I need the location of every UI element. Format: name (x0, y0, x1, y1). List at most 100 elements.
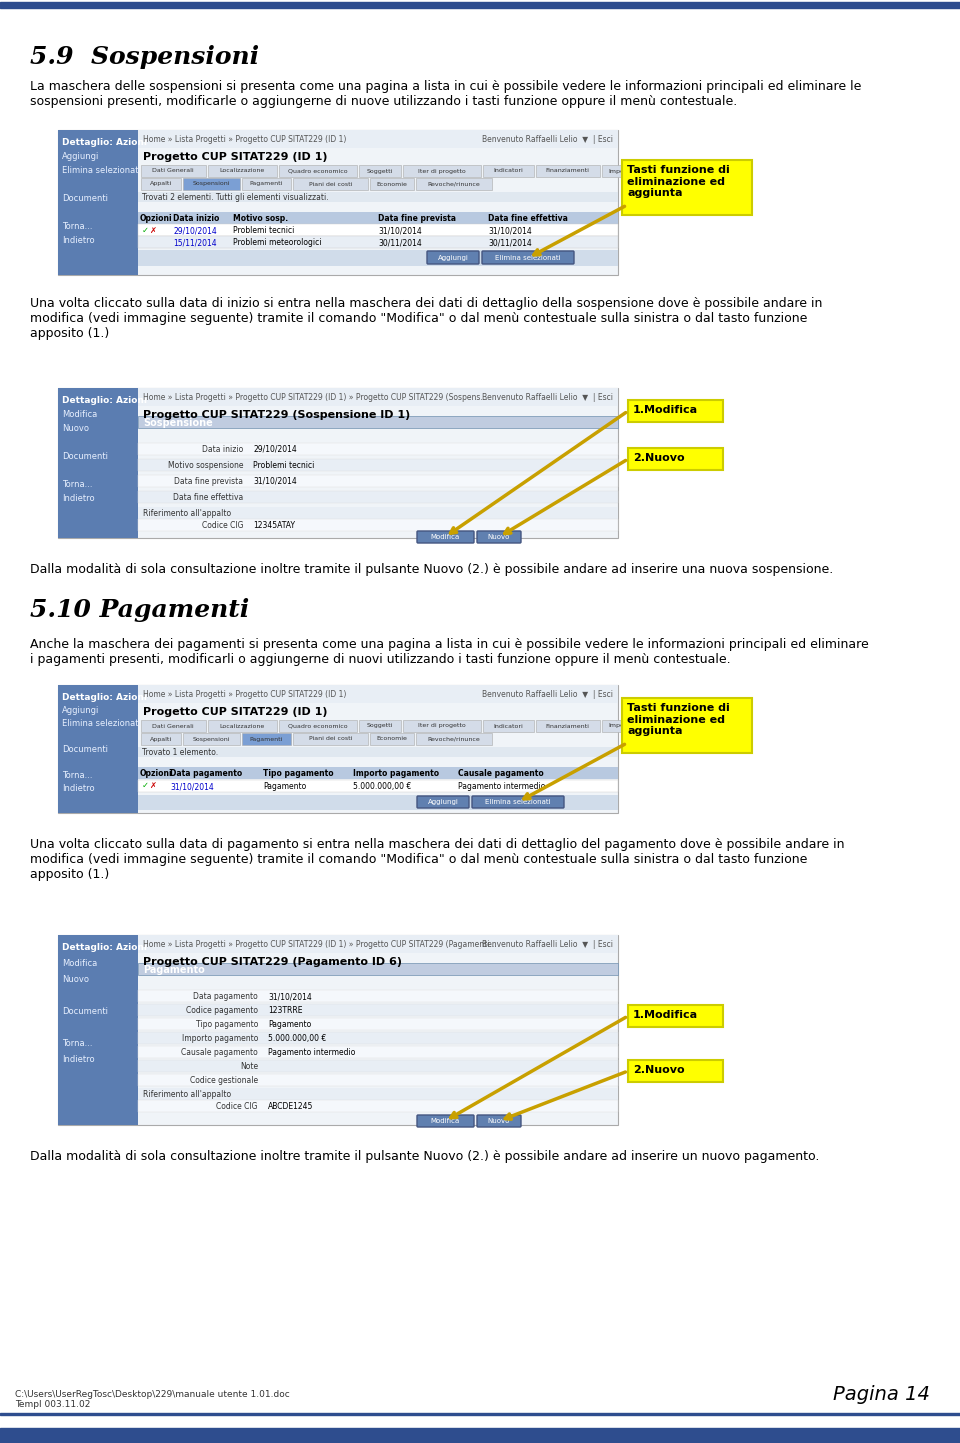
Bar (58, 935, 138, 1126)
Text: Torna...: Torna... (62, 1039, 92, 1048)
Bar (58, 685, 618, 812)
Text: Localizzazione: Localizzazione (220, 169, 265, 173)
Text: Riferimento all'appalto: Riferimento all'appalto (143, 509, 231, 518)
Bar (138, 443, 618, 455)
Text: Finanziamenti: Finanziamenti (546, 169, 589, 173)
Bar (278, 720, 356, 732)
Bar (402, 165, 481, 177)
Text: Torna...: Torna... (62, 481, 92, 489)
Bar (602, 720, 639, 732)
Text: Soggetti: Soggetti (367, 723, 393, 729)
Text: Data fine prevista: Data fine prevista (378, 214, 456, 224)
FancyBboxPatch shape (472, 797, 564, 808)
Bar (0, 1, 960, 9)
Text: 2.Nuovo: 2.Nuovo (633, 453, 684, 463)
Text: Importo pagamento: Importo pagamento (353, 769, 439, 778)
Text: Modifica: Modifica (62, 960, 97, 968)
Bar (628, 400, 723, 421)
Text: Progetto CUP SITAT229 (ID 1): Progetto CUP SITAT229 (ID 1) (143, 152, 327, 162)
Text: Indicatori: Indicatori (493, 723, 523, 729)
Bar (141, 177, 180, 190)
Text: Pagamenti: Pagamenti (250, 182, 283, 186)
Text: Nuovo: Nuovo (488, 534, 510, 540)
Text: Aggiungi: Aggiungi (438, 255, 468, 261)
Text: Opzioni: Opzioni (140, 214, 173, 224)
Text: Data inizio: Data inizio (202, 444, 243, 455)
Bar (138, 1088, 618, 1100)
Text: Data fine effettiva: Data fine effettiva (173, 494, 243, 502)
Text: Progetto CUP SITAT229 (ID 1): Progetto CUP SITAT229 (ID 1) (143, 707, 327, 717)
Text: ✗: ✗ (149, 781, 156, 789)
Text: 12345ATAY: 12345ATAY (253, 521, 295, 530)
FancyBboxPatch shape (417, 797, 469, 808)
Bar (138, 519, 618, 531)
Text: Localizzazione: Localizzazione (220, 723, 265, 729)
Text: Elimina selezionati: Elimina selezionati (62, 166, 141, 175)
Bar (141, 720, 205, 732)
Text: Benvenuto Raffaelli Lelio  ▼  | Esci: Benvenuto Raffaelli Lelio ▼ | Esci (482, 392, 613, 403)
Bar (138, 475, 618, 486)
Bar (138, 192, 618, 202)
Text: Causale pagamento: Causale pagamento (181, 1048, 258, 1058)
Text: 5.000.000,00 €: 5.000.000,00 € (268, 1035, 326, 1043)
Text: Pagamenti: Pagamenti (250, 736, 283, 742)
Text: Home » Lista Progetti » Progetto CUP SITAT229 (ID 1): Home » Lista Progetti » Progetto CUP SIT… (143, 690, 347, 698)
Bar (536, 720, 600, 732)
Bar (138, 1061, 618, 1072)
Text: Dettaglio: Azioni: Dettaglio: Azioni (62, 693, 147, 701)
Bar (602, 165, 639, 177)
Text: Quadro economico: Quadro economico (288, 723, 348, 729)
Text: Dati Generali: Dati Generali (153, 169, 194, 173)
Text: Pagamento: Pagamento (143, 965, 204, 975)
Text: Modifica: Modifica (62, 410, 97, 418)
Text: 15/11/2014: 15/11/2014 (173, 238, 217, 247)
Text: Codice pagamento: Codice pagamento (186, 1006, 258, 1014)
Text: 5.10 Pagamenti: 5.10 Pagamenti (30, 597, 250, 622)
Text: Elimina selezionati: Elimina selezionati (495, 255, 561, 261)
FancyBboxPatch shape (417, 531, 474, 543)
Bar (138, 768, 618, 779)
Text: Home » Lista Progetti » Progetto CUP SITAT229 (ID 1) » Progetto CUP SITAT229 (Pa: Home » Lista Progetti » Progetto CUP SIT… (143, 939, 496, 949)
Text: Dettaglio: Azioni: Dettaglio: Azioni (62, 942, 147, 952)
Text: Documenti: Documenti (62, 1007, 108, 1016)
Bar (138, 388, 618, 405)
Bar (138, 491, 618, 504)
Text: Dettaglio: Azioni: Dettaglio: Azioni (62, 395, 147, 405)
FancyBboxPatch shape (427, 251, 479, 264)
Text: Una volta cliccato sulla data di pagamento si entra nella maschera dei dati di d: Una volta cliccato sulla data di pagamen… (30, 838, 845, 882)
Bar (138, 1046, 618, 1058)
Bar (622, 698, 752, 753)
Text: Iter di progetto: Iter di progetto (418, 169, 466, 173)
Bar (138, 1074, 618, 1087)
Text: 31/10/2014: 31/10/2014 (170, 782, 214, 791)
FancyBboxPatch shape (482, 251, 574, 264)
Text: Sospensioni: Sospensioni (193, 182, 230, 186)
Text: Indietro: Indietro (62, 237, 95, 245)
Text: ABCDE1245: ABCDE1245 (268, 1102, 313, 1111)
Text: Documenti: Documenti (62, 193, 108, 203)
Text: Data pagamento: Data pagamento (170, 769, 242, 778)
Bar (138, 990, 618, 1001)
Bar (138, 962, 618, 975)
Bar (138, 250, 618, 266)
Text: Pagamento: Pagamento (263, 782, 306, 791)
FancyBboxPatch shape (477, 531, 521, 543)
Text: Pagina 14: Pagina 14 (833, 1385, 930, 1404)
Text: ✗: ✗ (149, 227, 156, 235)
Bar (138, 1032, 618, 1043)
Bar (536, 165, 600, 177)
Bar (138, 935, 618, 952)
Text: Torna...: Torna... (62, 222, 92, 231)
Text: Codice gestionale: Codice gestionale (190, 1076, 258, 1085)
Text: Iter di progetto: Iter di progetto (418, 723, 466, 729)
Text: Revoche/rinunce: Revoche/rinunce (427, 736, 480, 742)
Bar (138, 459, 618, 470)
Text: Problemi meteorologici: Problemi meteorologici (233, 238, 322, 247)
Text: Trovato 1 elemento.: Trovato 1 elemento. (142, 747, 218, 758)
Text: Anche la maschera dei pagamenti si presenta come una pagina a lista in cui è pos: Anche la maschera dei pagamenti si prese… (30, 638, 869, 667)
Text: Indietro: Indietro (62, 494, 95, 504)
Text: Sospensione: Sospensione (143, 418, 213, 429)
Bar (141, 733, 180, 745)
Bar (0, 1413, 960, 1416)
Text: Indietro: Indietro (62, 1055, 95, 1063)
